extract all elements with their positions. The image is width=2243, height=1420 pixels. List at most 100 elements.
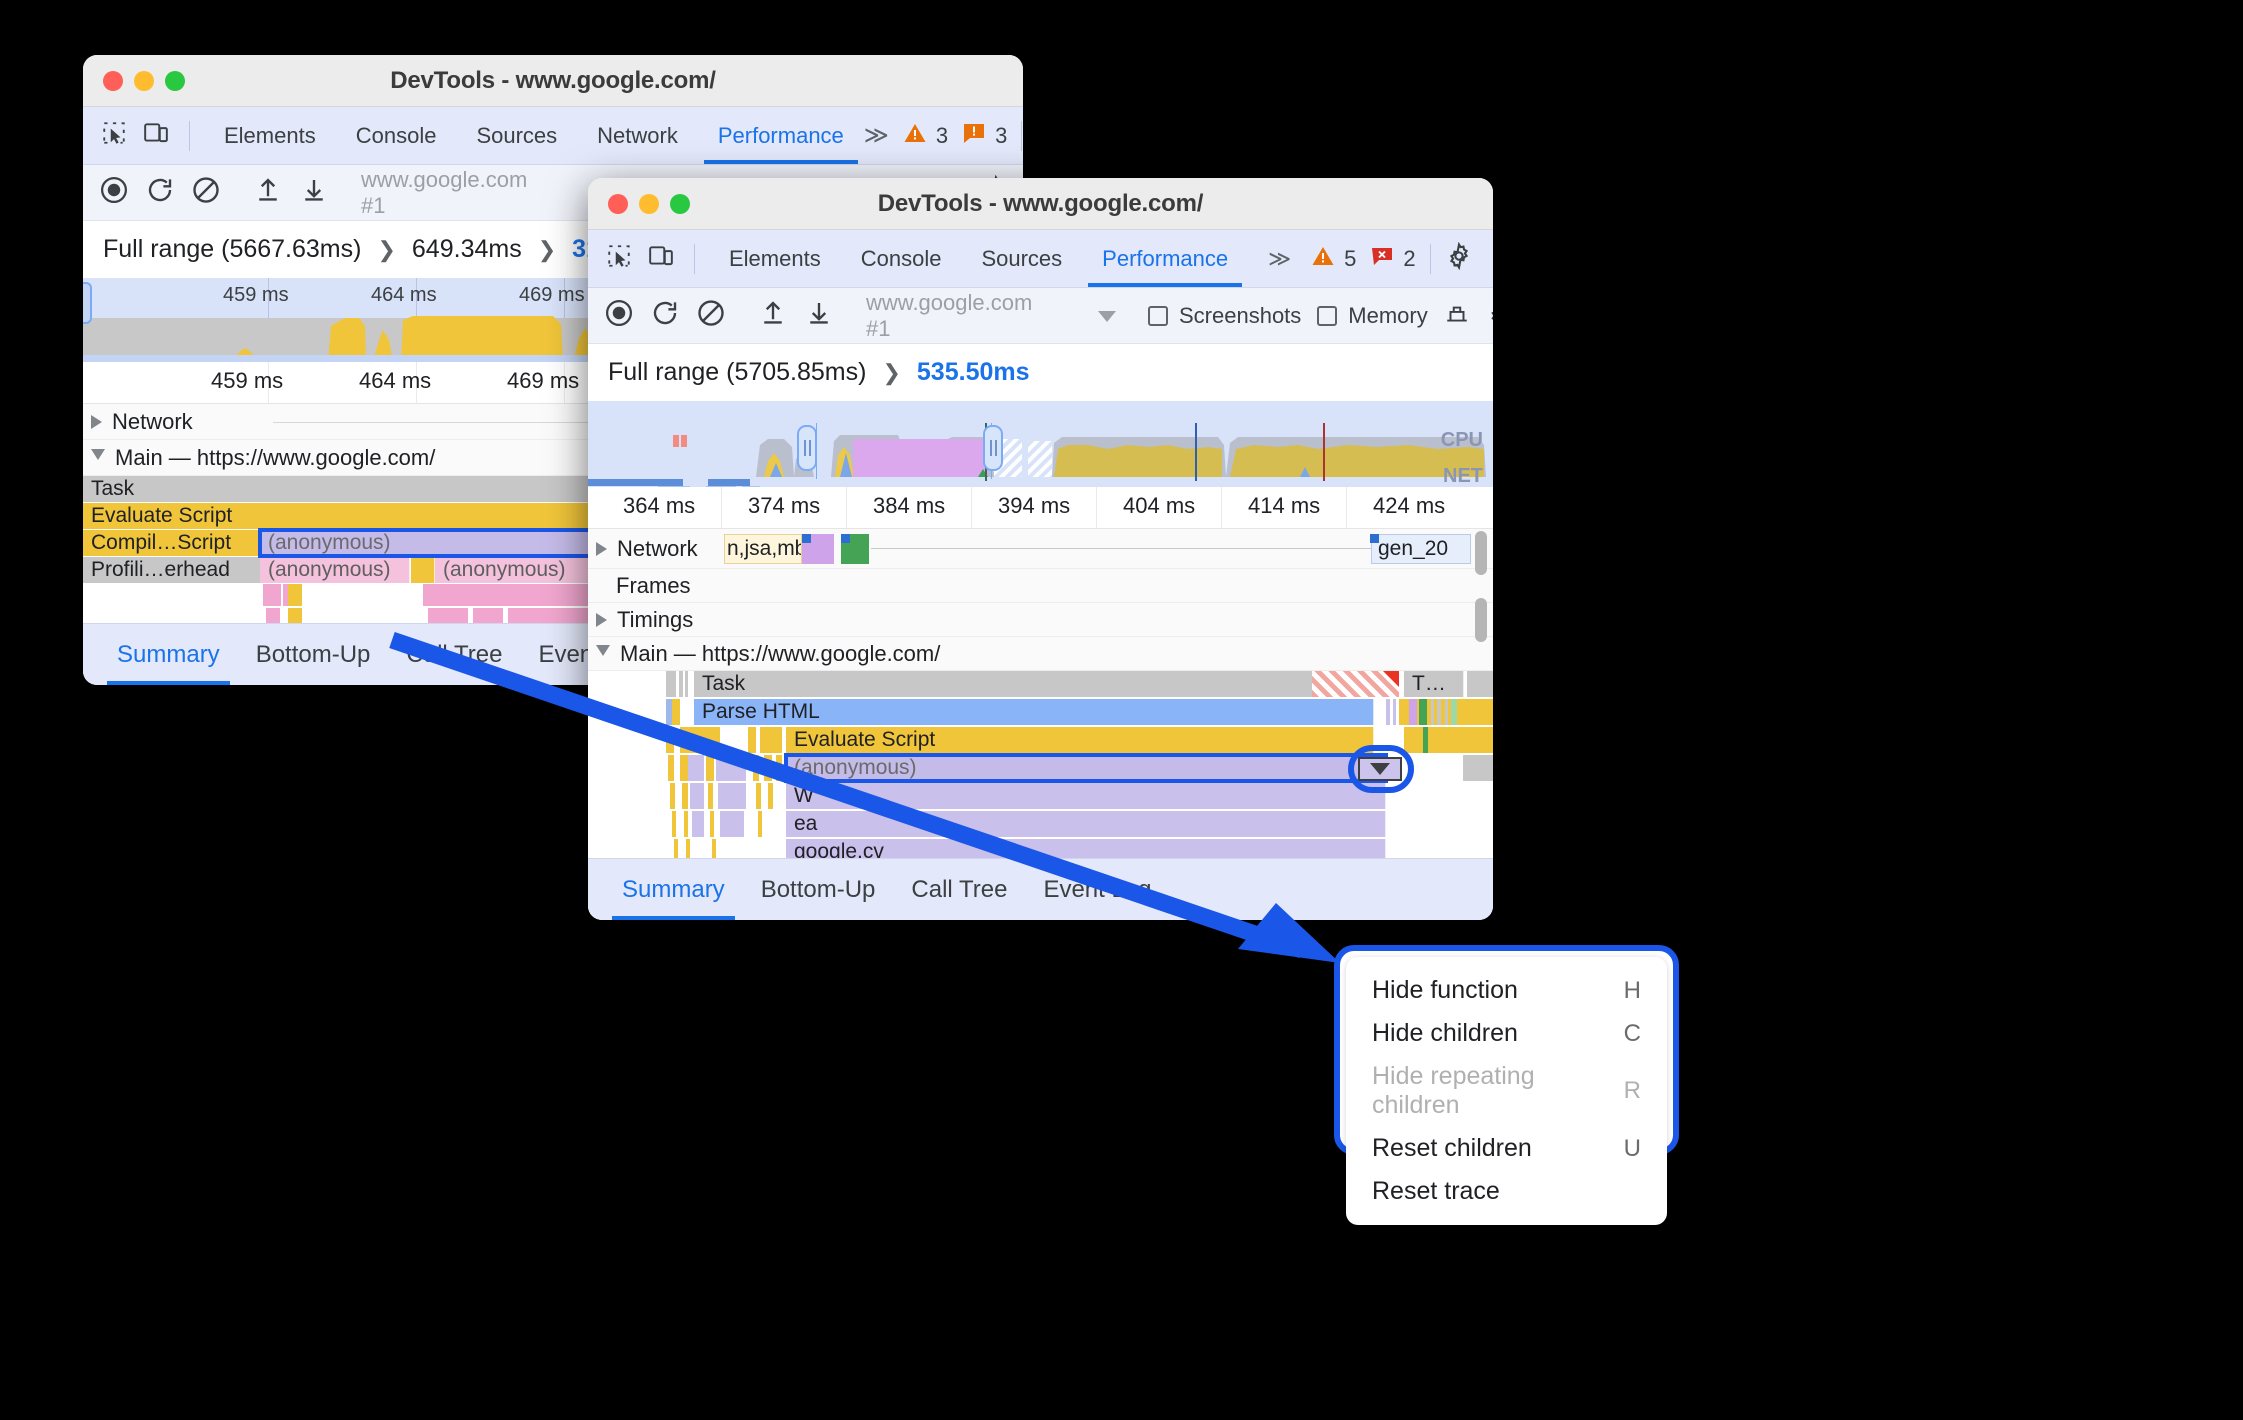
bottom-tab-summary[interactable]: Summary bbox=[604, 859, 743, 920]
window-2-bottom-tabs[interactable]: Summary Bottom-Up Call Tree Event Log bbox=[588, 858, 1493, 920]
flame-row-task-right[interactable]: T… bbox=[1404, 671, 1464, 697]
more-tabs-icon[interactable]: ≫ bbox=[863, 122, 889, 149]
overview-tick-1: 464 ms bbox=[371, 284, 437, 306]
warning-badge[interactable]: 5 bbox=[1311, 244, 1356, 274]
flame-row-ea[interactable]: ea bbox=[786, 811, 1386, 837]
gear-icon[interactable] bbox=[1445, 241, 1473, 275]
download-icon[interactable] bbox=[804, 298, 834, 333]
window-2-track-main[interactable]: Main — https://www.google.com/ bbox=[588, 637, 1493, 671]
flame-row-evaluate-script[interactable]: Evaluate Script bbox=[786, 727, 1374, 753]
menu-item-reset-trace[interactable]: Reset trace bbox=[1346, 1170, 1667, 1213]
tab-console[interactable]: Console bbox=[355, 122, 437, 148]
upload-icon[interactable] bbox=[253, 175, 283, 210]
menu-item-hide-children[interactable]: Hide children C bbox=[1346, 1012, 1667, 1055]
flame-bar-yellow-chip[interactable] bbox=[411, 557, 435, 583]
window-2-traffic-lights[interactable] bbox=[588, 193, 690, 214]
window-2-track-frames[interactable]: Frames bbox=[588, 569, 1493, 603]
maximize-button[interactable] bbox=[670, 193, 690, 214]
kebab-menu-icon[interactable] bbox=[1487, 243, 1493, 274]
trash-collect-icon[interactable] bbox=[1444, 300, 1470, 331]
reload-icon[interactable] bbox=[145, 175, 175, 210]
breadcrumb-full-range[interactable]: Full range (5705.85ms) bbox=[608, 358, 867, 386]
tab-sources[interactable]: Sources bbox=[981, 245, 1063, 271]
overview-right-handle[interactable] bbox=[983, 425, 1003, 471]
menu-item-hide-function[interactable]: Hide function H bbox=[1346, 969, 1667, 1012]
tab-elements[interactable]: Elements bbox=[729, 245, 821, 271]
context-menu-list[interactable]: Hide function H Hide children C Hide rep… bbox=[1346, 957, 1667, 1225]
reload-icon[interactable] bbox=[650, 298, 680, 333]
close-button[interactable] bbox=[103, 70, 123, 91]
flame-row-profiling-overhead[interactable]: Profili…erhead bbox=[83, 557, 279, 583]
menu-item-reset-children[interactable]: Reset children U bbox=[1346, 1127, 1667, 1170]
bottom-tab-summary[interactable]: Summary bbox=[99, 624, 238, 685]
flame-scrollbar[interactable] bbox=[1475, 598, 1487, 642]
window-2-track-timings[interactable]: Timings bbox=[588, 603, 1493, 637]
bottom-tab-bottom-up[interactable]: Bottom-Up bbox=[760, 875, 876, 903]
trace-selector[interactable]: www.google.com #1 bbox=[866, 290, 1116, 342]
capture-settings-gear-icon[interactable] bbox=[1486, 298, 1493, 333]
bottom-tab-call-tree[interactable]: Call Tree bbox=[406, 640, 503, 668]
window-2-overview[interactable]: 361 ms 461 ms 561 ms 661 ms 761 ms bbox=[588, 401, 1493, 487]
network-request-chip-right[interactable]: gen_20 bbox=[1371, 534, 1471, 564]
maximize-button[interactable] bbox=[165, 70, 185, 91]
ruler-tick-2: 384 ms bbox=[873, 493, 946, 518]
devtools-window-2[interactable]: DevTools - www.google.com/ bbox=[588, 178, 1493, 920]
window-1-tabs[interactable]: Elements Console Sources Network Perform… bbox=[204, 107, 864, 164]
flame-row-parse-html[interactable]: Parse HTML bbox=[694, 699, 1374, 725]
warning-badge[interactable]: 3 bbox=[903, 121, 948, 151]
upload-icon[interactable] bbox=[758, 298, 788, 333]
flame-row-w[interactable]: W bbox=[786, 783, 1386, 809]
memory-checkbox[interactable]: Memory bbox=[1317, 303, 1428, 329]
network-request-chip[interactable]: n,jsa,mb4 bbox=[724, 534, 802, 564]
collapse-triangle-icon[interactable] bbox=[596, 644, 610, 663]
inspect-element-icon[interactable] bbox=[101, 120, 127, 151]
tab-performance[interactable]: Performance bbox=[1082, 230, 1248, 287]
clear-icon[interactable] bbox=[696, 298, 726, 333]
bottom-tab-call-tree[interactable]: Call Tree bbox=[911, 875, 1008, 903]
window-1-traffic-lights[interactable] bbox=[83, 70, 185, 91]
minimize-button[interactable] bbox=[639, 193, 659, 214]
trace-selector[interactable]: www.google.com #1 bbox=[361, 167, 611, 219]
record-icon[interactable] bbox=[99, 175, 129, 210]
expand-triangle-icon[interactable] bbox=[91, 414, 102, 429]
overview-left-handle[interactable] bbox=[797, 425, 817, 471]
clear-icon[interactable] bbox=[191, 175, 221, 210]
tabstrip-divider bbox=[1429, 243, 1431, 274]
window-2-inspect-tools[interactable] bbox=[588, 230, 709, 287]
flame-row-compile-script[interactable]: Compil…Script bbox=[83, 530, 279, 556]
more-tabs-icon[interactable]: ≫ bbox=[1268, 245, 1292, 271]
window-2-tabs[interactable]: Elements Console Sources Performance ≫ bbox=[709, 230, 1311, 287]
flame-context-menu[interactable]: Hide function H Hide children C Hide rep… bbox=[1334, 945, 1679, 1225]
window-2-track-network[interactable]: Network n,jsa,mb4 gen_20 bbox=[588, 529, 1493, 569]
bottom-tab-bottom-up[interactable]: Bottom-Up bbox=[255, 640, 371, 668]
screenshots-checkbox[interactable]: Screenshots bbox=[1148, 303, 1301, 329]
tab-console[interactable]: Console bbox=[860, 245, 942, 271]
error-badge[interactable]: 3 bbox=[962, 121, 1007, 151]
flame-bar-anonymous-2[interactable]: (anonymous) bbox=[260, 557, 410, 583]
close-button[interactable] bbox=[608, 193, 628, 214]
tab-elements[interactable]: Elements bbox=[224, 122, 316, 148]
minimize-button[interactable] bbox=[134, 70, 154, 91]
expand-triangle-icon[interactable] bbox=[596, 612, 607, 627]
inspect-element-icon[interactable] bbox=[606, 243, 632, 274]
device-toolbar-icon[interactable] bbox=[143, 120, 169, 151]
breadcrumb-mid[interactable]: 649.34ms bbox=[411, 235, 522, 263]
tab-performance[interactable]: Performance bbox=[698, 107, 864, 164]
download-icon[interactable] bbox=[299, 175, 329, 210]
overview-left-handle[interactable] bbox=[83, 282, 92, 324]
flame-row-task[interactable]: Task bbox=[694, 671, 1374, 697]
bottom-tab-event-log[interactable]: Event Log bbox=[1043, 875, 1152, 903]
network-chip-blue-dot-1 bbox=[802, 534, 811, 543]
breadcrumb-full-range[interactable]: Full range (5667.63ms) bbox=[103, 235, 362, 263]
tab-sources[interactable]: Sources bbox=[476, 122, 558, 148]
expand-triangle-icon[interactable] bbox=[596, 541, 607, 556]
window-1-tabstrip-right: ≫ 3 3 bbox=[864, 107, 1023, 164]
window-1-inspect-tools[interactable] bbox=[83, 107, 204, 164]
overview-scrollbar[interactable] bbox=[1475, 531, 1487, 575]
record-icon[interactable] bbox=[604, 298, 634, 333]
tab-network[interactable]: Network bbox=[597, 122, 678, 148]
flame-bar-anonymous-3[interactable]: (anonymous) bbox=[435, 557, 595, 583]
device-toolbar-icon[interactable] bbox=[648, 243, 674, 274]
error-badge[interactable]: 2 bbox=[1370, 244, 1416, 274]
collapse-triangle-icon[interactable] bbox=[91, 448, 105, 467]
